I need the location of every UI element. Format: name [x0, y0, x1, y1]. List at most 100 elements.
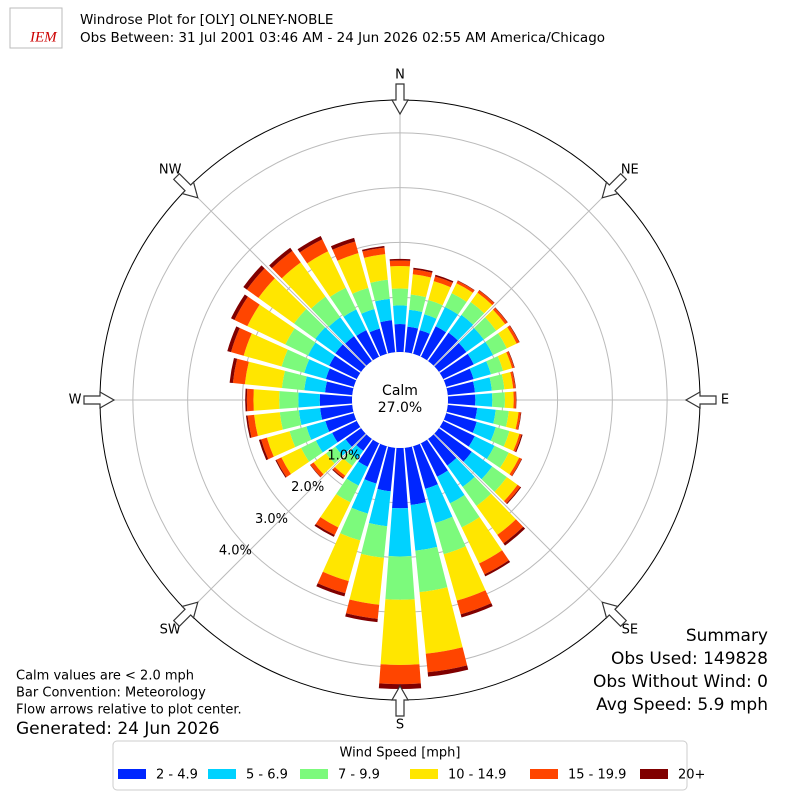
bar-segment — [335, 344, 366, 372]
r-tick-label: 3.0% — [255, 512, 288, 527]
bar-segment — [329, 355, 361, 380]
bar-segment — [456, 280, 475, 293]
logo: IEM — [29, 29, 58, 45]
flow-arrow — [684, 390, 717, 410]
bar-segment — [448, 314, 474, 341]
bar-segment — [340, 507, 368, 541]
bar-segment — [486, 356, 504, 375]
arrow — [684, 390, 717, 410]
bar-segment — [485, 309, 506, 331]
bar-segment — [309, 464, 321, 478]
bar-segment — [369, 328, 387, 357]
bar-segment — [477, 290, 495, 306]
compass-label: E — [721, 393, 729, 408]
bar-segment — [388, 507, 412, 557]
bar-segment — [428, 281, 451, 306]
bar-segment — [486, 445, 509, 468]
bar-segment — [439, 420, 475, 447]
bar-segment — [315, 432, 338, 453]
bar-segment — [492, 392, 505, 408]
bar-segment — [245, 388, 248, 412]
bar-segment — [229, 357, 238, 384]
bar-segment — [409, 294, 427, 313]
arrow — [390, 684, 410, 717]
bar-segment — [513, 433, 522, 452]
bar-segment — [410, 502, 438, 551]
legend-swatch — [208, 769, 236, 779]
bar-segment — [508, 351, 515, 368]
arrow — [172, 601, 199, 628]
bar-segment — [511, 458, 523, 477]
bar-segment — [419, 587, 463, 654]
bar-segment — [391, 288, 409, 306]
bar-segment — [479, 289, 495, 304]
bar-segment — [424, 300, 443, 319]
bar-segment — [493, 409, 509, 427]
bar-segment — [481, 466, 507, 492]
bar-segment — [343, 452, 358, 467]
bar-segment — [474, 317, 497, 340]
flow-arrow — [390, 83, 410, 116]
bar-segment — [320, 404, 354, 420]
bar-segment — [510, 371, 516, 389]
bar-segment — [345, 428, 366, 447]
bar-segment — [310, 462, 324, 478]
bar-segment — [336, 478, 359, 503]
bar-segment — [470, 292, 493, 314]
bar-segment — [293, 308, 326, 339]
bar-segment — [281, 349, 310, 373]
bar-segment — [380, 320, 396, 354]
bar-segment — [434, 428, 472, 462]
bar-segment — [332, 241, 359, 261]
bar-segment — [275, 459, 287, 478]
bar-segment — [419, 314, 437, 334]
radial-grid — [187, 433, 367, 613]
bar-segment — [316, 583, 346, 597]
radial-grid — [433, 187, 613, 367]
legend-swatch — [118, 769, 146, 779]
legend-swatch — [300, 769, 328, 779]
bar-segment — [506, 486, 522, 505]
bar-segment — [404, 326, 419, 354]
flow-arrow — [83, 390, 116, 410]
bar-segment — [503, 484, 521, 504]
bar-segment — [325, 446, 343, 464]
compass-label: NW — [159, 163, 182, 178]
compass-label: SW — [160, 622, 181, 637]
bar-segment — [460, 603, 493, 618]
legend-label: 7 - 9.9 — [338, 768, 380, 783]
compass-label: SE — [622, 622, 638, 637]
bar-segment — [364, 443, 387, 484]
bar-segment — [345, 336, 372, 366]
bar-segment — [325, 413, 357, 432]
bar-segment — [307, 251, 346, 297]
bar-segment — [231, 294, 248, 320]
bar-segment — [468, 436, 495, 460]
bar-segment — [345, 613, 378, 623]
bar-segment — [349, 553, 384, 605]
bar-segment — [289, 426, 312, 448]
bar-segment — [385, 556, 415, 600]
calm-value: 27.0% — [378, 400, 422, 416]
bar-segment — [281, 447, 310, 475]
bar-segment — [227, 326, 240, 353]
bar-segment — [298, 408, 323, 425]
bar-segment — [476, 493, 516, 535]
legend-swatch — [530, 769, 558, 779]
bar-segment — [245, 415, 252, 438]
bar-segment — [297, 235, 323, 253]
summary: Summary — [686, 626, 768, 646]
bar-segment — [392, 447, 408, 509]
bar-segment — [492, 307, 508, 325]
bar-segment — [506, 411, 519, 430]
note: Flow arrows relative to plot center. — [16, 703, 242, 718]
bar-segment — [325, 368, 357, 387]
compass-label: NE — [621, 163, 639, 178]
bar-segment — [447, 457, 475, 487]
calm-circle — [352, 352, 448, 448]
bar-segment — [370, 279, 390, 302]
bar-segment — [428, 332, 458, 366]
radial-grid — [433, 433, 613, 613]
bar-segment — [281, 370, 307, 391]
bar-segment — [504, 391, 514, 409]
